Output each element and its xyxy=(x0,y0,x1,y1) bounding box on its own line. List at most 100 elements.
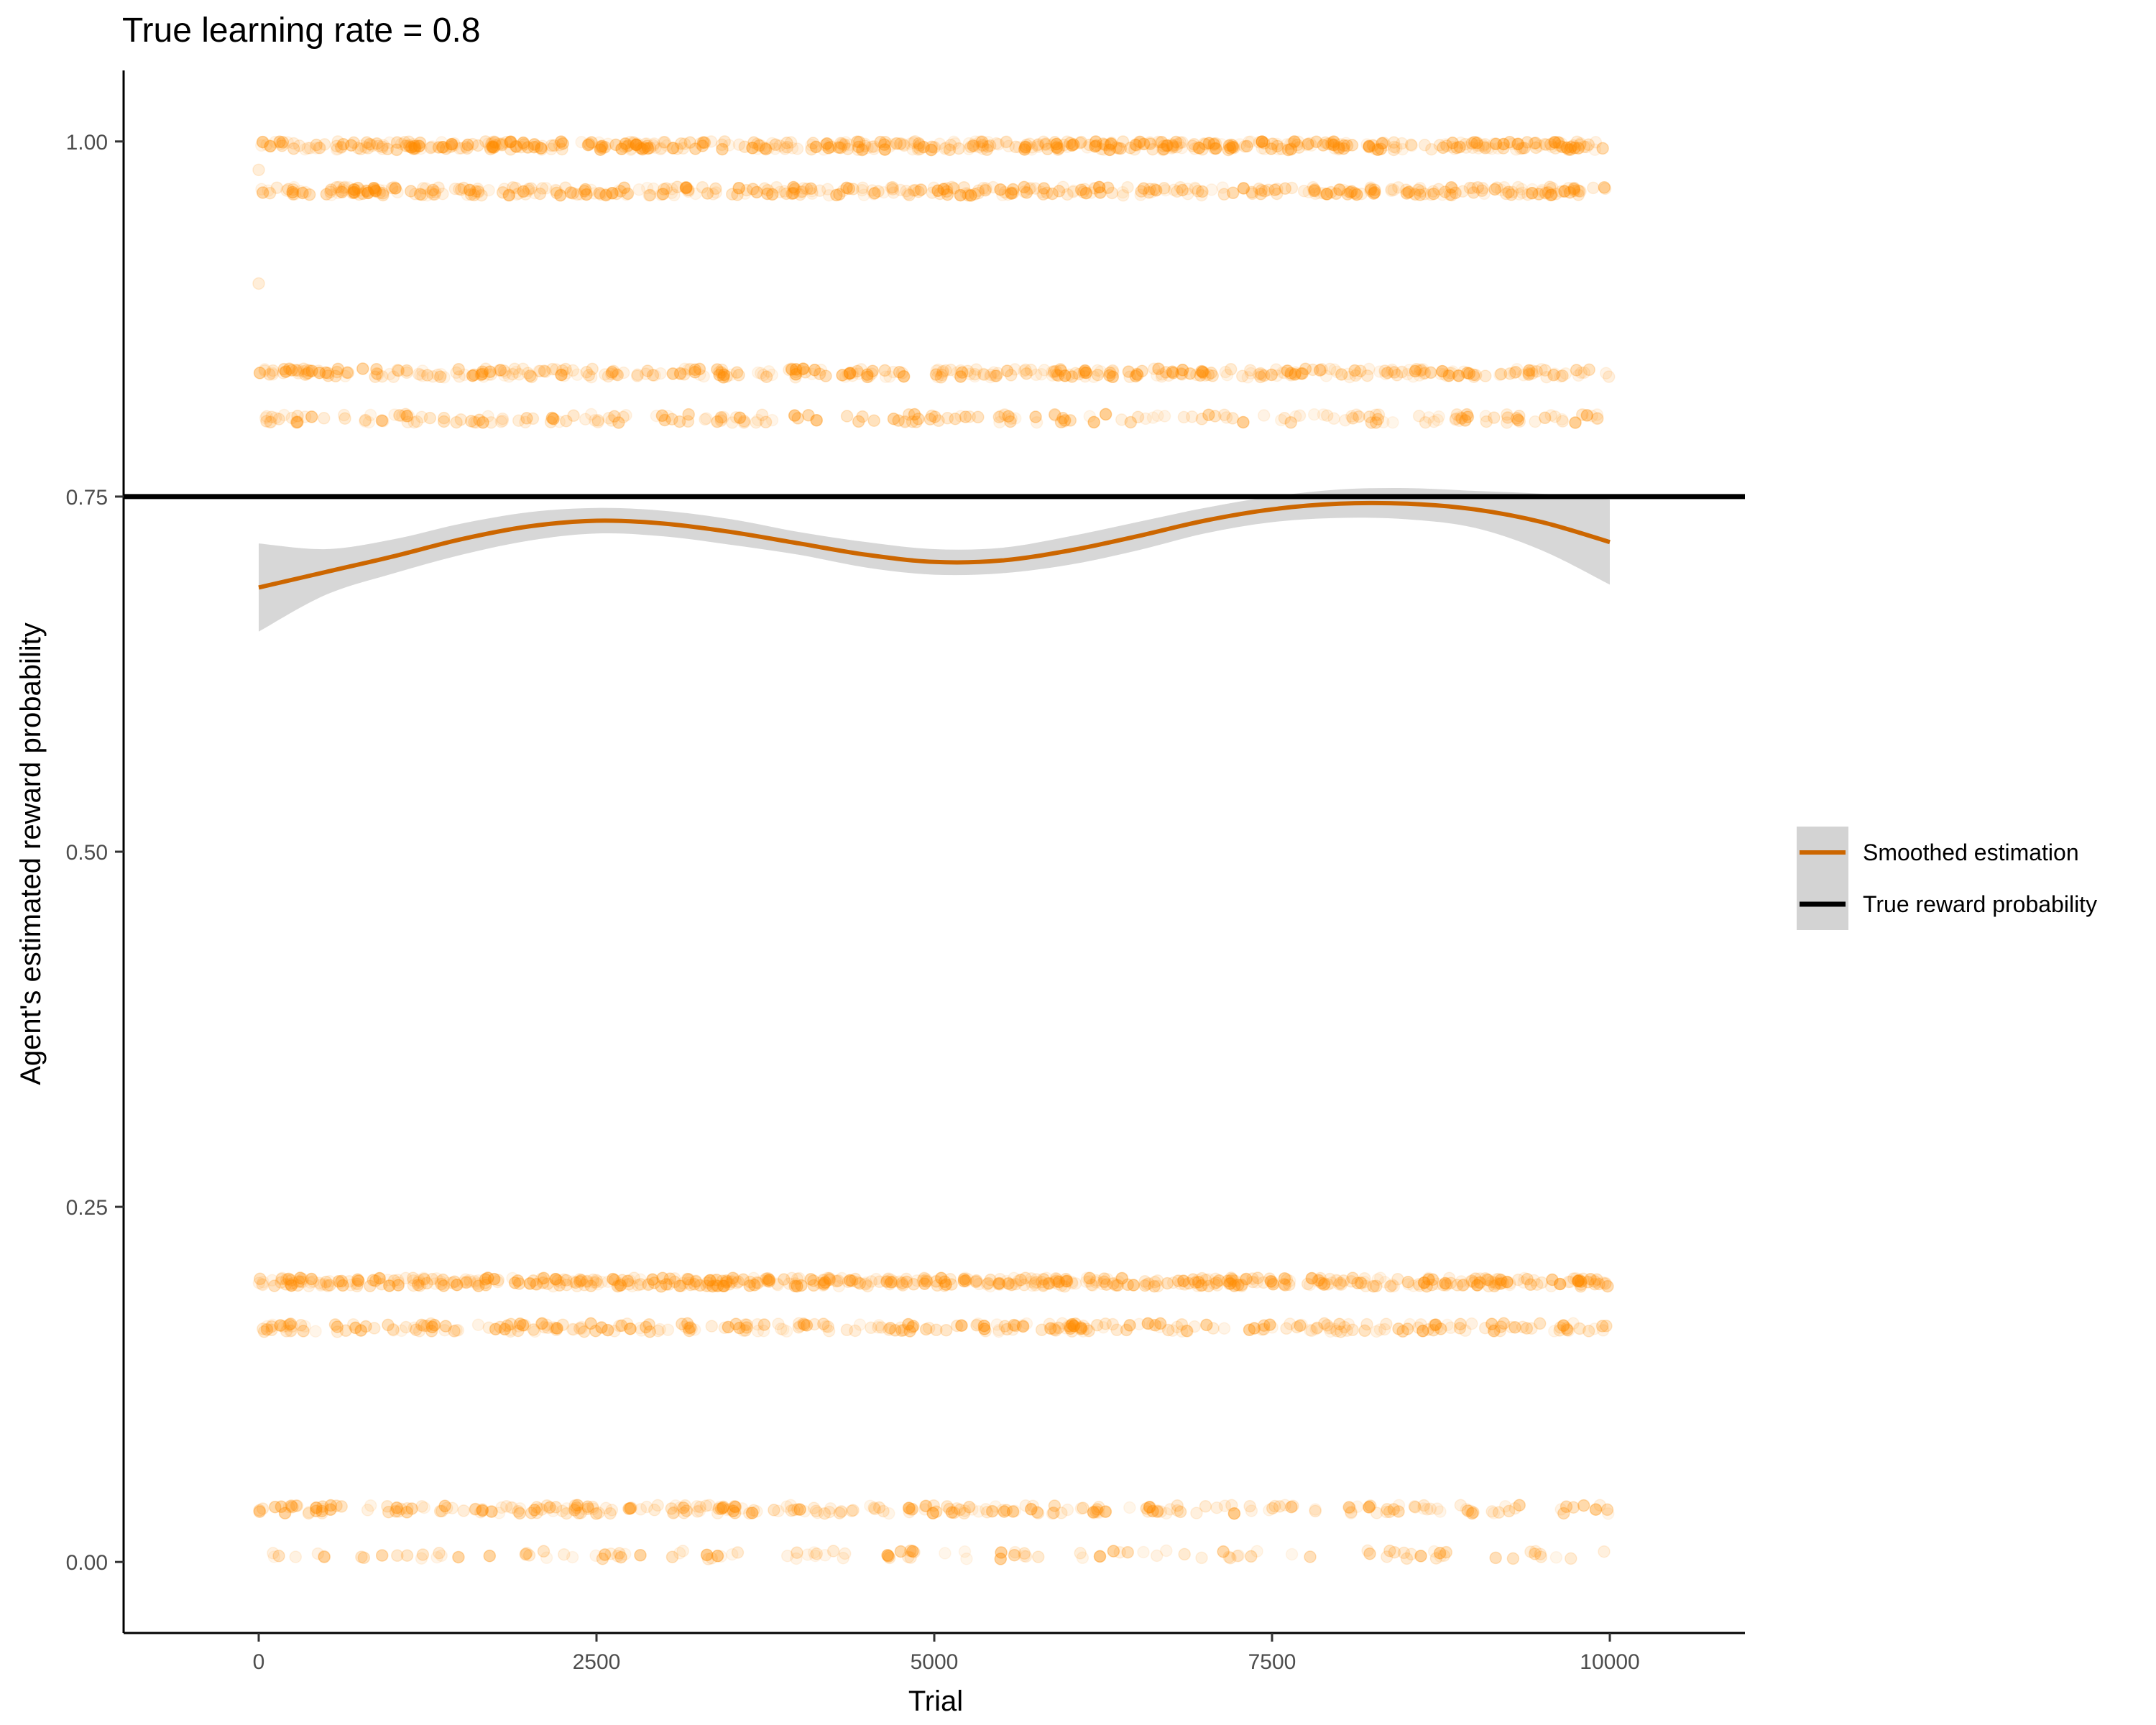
data-point xyxy=(346,186,359,200)
data-point xyxy=(376,187,390,200)
data-point xyxy=(1404,138,1418,152)
data-point xyxy=(540,1551,553,1565)
data-point xyxy=(1105,186,1119,200)
data-point xyxy=(504,135,517,148)
data-point xyxy=(1549,142,1562,155)
data-point xyxy=(1061,188,1074,201)
data-point xyxy=(1409,1501,1422,1514)
data-point xyxy=(694,368,706,382)
data-point xyxy=(1368,183,1381,196)
data-point xyxy=(528,186,541,200)
data-point xyxy=(676,142,690,155)
data-point xyxy=(468,187,482,200)
data-point xyxy=(1051,143,1064,156)
data-point xyxy=(367,181,381,195)
data-point xyxy=(333,180,346,194)
data-point xyxy=(790,1552,803,1565)
data-point xyxy=(1516,142,1529,155)
data-point xyxy=(1041,186,1054,200)
data-point xyxy=(1577,366,1591,380)
data-point xyxy=(759,142,773,156)
data-point xyxy=(339,1324,352,1338)
data-point xyxy=(1414,181,1427,195)
data-point xyxy=(1026,1279,1039,1292)
data-point xyxy=(361,1504,374,1517)
data-point xyxy=(843,367,857,380)
data-point xyxy=(874,135,887,149)
data-point xyxy=(801,182,814,196)
data-point xyxy=(1046,365,1059,378)
data-point xyxy=(254,139,268,152)
data-point xyxy=(785,362,798,375)
data-point xyxy=(1039,137,1052,150)
data-point xyxy=(508,1276,522,1289)
data-point xyxy=(1456,185,1470,198)
data-point xyxy=(1019,1550,1033,1563)
data-point xyxy=(622,1502,635,1515)
data-point xyxy=(1337,183,1350,197)
data-point xyxy=(369,1274,382,1287)
data-point xyxy=(1471,180,1485,194)
data-point xyxy=(310,138,323,152)
data-point xyxy=(548,139,561,152)
data-point xyxy=(746,142,759,155)
data-point xyxy=(861,141,874,155)
data-point xyxy=(614,185,627,198)
data-point xyxy=(1363,1501,1376,1514)
data-point xyxy=(878,135,892,149)
data-point xyxy=(1446,137,1459,150)
data-point xyxy=(377,415,390,428)
data-point xyxy=(1378,1276,1391,1289)
data-point xyxy=(615,142,628,155)
data-point xyxy=(1079,186,1093,200)
data-point xyxy=(996,188,1009,202)
data-point xyxy=(627,136,640,150)
data-point xyxy=(1097,137,1110,150)
data-point xyxy=(893,137,907,151)
data-point xyxy=(1325,185,1337,199)
data-point xyxy=(780,187,793,201)
data-point xyxy=(1105,138,1118,152)
data-point xyxy=(471,1318,485,1331)
data-point xyxy=(273,135,286,149)
data-point xyxy=(969,363,983,376)
data-point xyxy=(559,362,572,376)
data-point xyxy=(943,1502,956,1516)
data-point xyxy=(1226,186,1240,200)
data-point xyxy=(617,181,631,195)
data-point xyxy=(1258,185,1271,198)
data-point xyxy=(837,1551,849,1565)
data-point xyxy=(1364,183,1378,196)
data-point xyxy=(1195,188,1208,202)
data-point xyxy=(1166,365,1179,379)
data-point xyxy=(750,137,764,151)
data-point xyxy=(910,415,923,428)
data-point xyxy=(1317,187,1330,200)
data-point xyxy=(698,136,711,150)
data-point xyxy=(1178,1278,1192,1291)
data-point xyxy=(1476,182,1489,195)
x-axis-title: Trial xyxy=(908,1685,963,1717)
data-point xyxy=(1432,183,1445,196)
data-point xyxy=(495,137,509,150)
data-point xyxy=(535,182,549,195)
data-point xyxy=(761,183,775,197)
data-point xyxy=(939,1547,952,1560)
data-point xyxy=(1205,183,1218,196)
data-point xyxy=(553,189,567,202)
data-point xyxy=(1188,142,1202,155)
data-point xyxy=(436,187,449,201)
data-point xyxy=(1330,365,1343,379)
data-point xyxy=(1245,187,1259,201)
data-point xyxy=(1074,137,1087,150)
data-point xyxy=(814,363,828,377)
data-point xyxy=(531,140,544,153)
data-point xyxy=(1087,182,1101,195)
data-point xyxy=(925,143,938,157)
data-point xyxy=(1513,1499,1526,1512)
data-point xyxy=(1002,139,1015,153)
data-point xyxy=(1478,142,1492,155)
data-point xyxy=(535,139,549,152)
data-point xyxy=(1572,142,1585,155)
data-point xyxy=(1442,369,1455,382)
